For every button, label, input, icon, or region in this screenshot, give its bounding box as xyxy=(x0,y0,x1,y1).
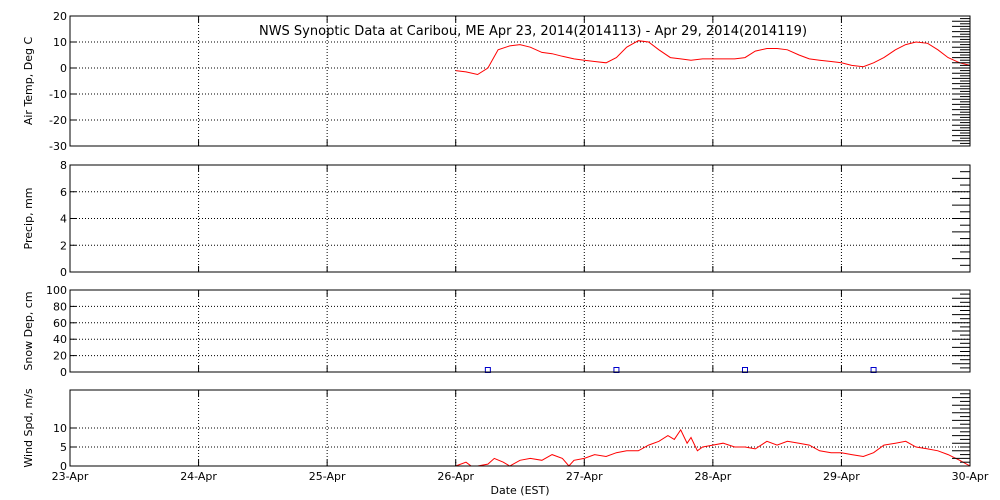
y-tick-label: 0 xyxy=(60,266,67,279)
x-tick-label: 25-Apr xyxy=(309,470,346,483)
y-tick-label: 20 xyxy=(53,10,67,23)
y-tick-label: 10 xyxy=(53,36,67,49)
y-tick-label: 8 xyxy=(60,159,67,172)
x-tick-label: 29-Apr xyxy=(823,470,860,483)
y-tick-label: 80 xyxy=(53,300,67,313)
y-axis-label: Wind Spd, m/s xyxy=(22,388,35,468)
y-tick-label: 5 xyxy=(60,441,67,454)
x-tick-label: 23-Apr xyxy=(52,470,89,483)
wind-speed-line xyxy=(455,428,971,467)
y-tick-label: 0 xyxy=(60,62,67,75)
y-tick-label: 2 xyxy=(60,239,67,252)
grid-layer xyxy=(70,16,970,466)
x-tick-label: 27-Apr xyxy=(566,470,603,483)
x-axis-label: Date (EST) xyxy=(490,484,549,497)
panel-frame xyxy=(69,15,971,147)
y-tick-label: 0 xyxy=(60,460,67,473)
panel-frame xyxy=(69,164,971,273)
y-axis-label: Snow Dep, cm xyxy=(22,291,35,370)
y-tick-label: 10 xyxy=(53,422,67,435)
y-tick-label: 4 xyxy=(60,213,67,226)
air-temp-line xyxy=(455,40,971,76)
y-tick-label: -20 xyxy=(49,114,67,127)
y-tick-label: 6 xyxy=(60,186,67,199)
y-tick-label: 0 xyxy=(60,366,67,379)
y-axis-label: Precip, mm xyxy=(22,188,35,250)
y-tick-label: -30 xyxy=(49,140,67,153)
panel-frame xyxy=(69,389,971,467)
chart-title: NWS Synoptic Data at Caribou, ME Apr 23,… xyxy=(259,24,807,39)
axes-layer xyxy=(69,15,971,467)
y-tick-label: -10 xyxy=(49,88,67,101)
y-tick-label: 20 xyxy=(53,350,67,363)
x-tick-label: 26-Apr xyxy=(437,470,474,483)
panel-frame xyxy=(69,289,971,373)
labels-layer: -30 -20 -10 0 10 20 Air Temp, Deg C 0 2 4 6 8 Precip… xyxy=(22,10,989,483)
x-tick-label: 30-Apr xyxy=(952,470,989,483)
x-tick-label: 24-Apr xyxy=(180,470,217,483)
y-tick-label: 60 xyxy=(53,317,67,330)
y-tick-label: 100 xyxy=(46,284,67,297)
y-axis-label: Air Temp, Deg C xyxy=(22,37,35,126)
y-tick-label: 40 xyxy=(53,333,67,346)
x-tick-label: 28-Apr xyxy=(694,470,731,483)
